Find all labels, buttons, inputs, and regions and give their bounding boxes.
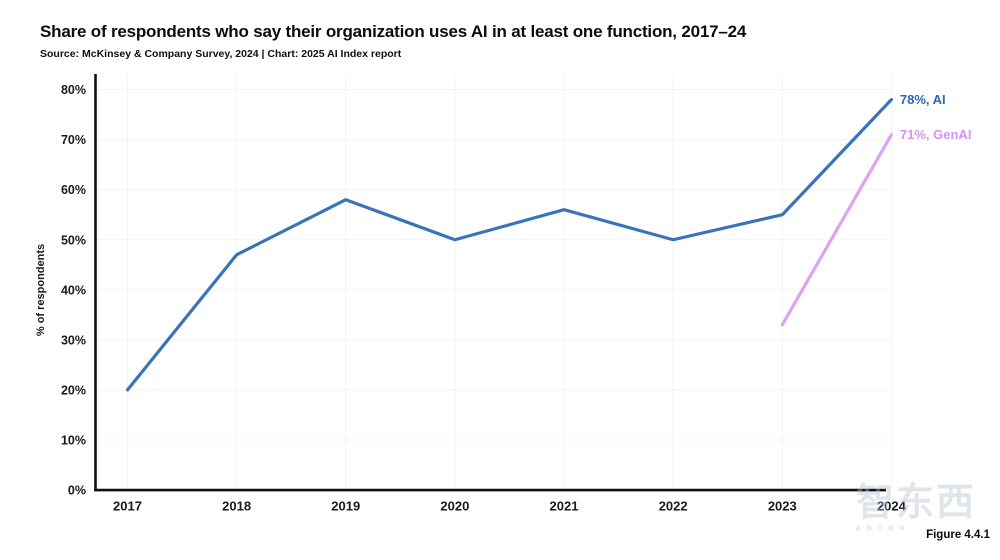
x-tick-label: 2017	[113, 499, 142, 514]
y-tick-label: 70%	[61, 133, 86, 147]
figure-label: Figure 4.4.1	[926, 529, 990, 541]
y-tick-label: 20%	[61, 383, 86, 397]
x-tick-label: 2024	[877, 499, 907, 514]
genai-end-label: 71%, GenAI	[900, 127, 972, 142]
y-tick-label: 0%	[68, 484, 86, 498]
y-tick-label: 80%	[61, 83, 86, 97]
x-tick-label: 2019	[331, 499, 360, 514]
y-tick-label: 60%	[61, 183, 86, 197]
chart-header: Share of respondents who say their organ…	[40, 22, 746, 60]
ai-end-label: 78%, AI	[900, 92, 946, 107]
y-tick-label: 40%	[61, 283, 86, 297]
y-tick-label: 30%	[61, 333, 86, 347]
y-tick-label: 50%	[61, 233, 86, 247]
x-tick-label: 2021	[550, 499, 579, 514]
chart-title: Share of respondents who say their organ…	[40, 22, 747, 41]
y-axis-label: % of respondents	[35, 244, 47, 336]
x-tick-label: 2018	[222, 499, 251, 514]
x-tick-label: 2023	[768, 499, 797, 514]
genai-line	[780, 133, 894, 327]
x-tick-label: 2022	[659, 499, 688, 514]
chart-subtitle: Source: McKinsey & Company Survey, 2024 …	[40, 47, 402, 60]
x-tick-label: 2020	[440, 499, 469, 514]
ai-line	[125, 98, 894, 392]
y-tick-label: 10%	[61, 433, 86, 447]
